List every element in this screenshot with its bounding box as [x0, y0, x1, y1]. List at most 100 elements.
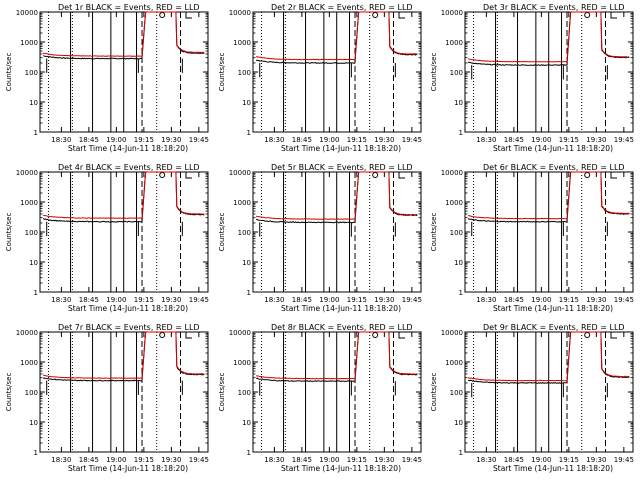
- x-axis-label: Start Time (14-Jun-11 18:18:20): [493, 304, 613, 313]
- bracket-marker: [185, 12, 193, 19]
- lld-series-line: [255, 171, 418, 220]
- peak-circle-marker: [372, 12, 379, 18]
- x-tick-label: 19:00: [319, 456, 339, 464]
- x-tick-label: 19:00: [106, 456, 126, 464]
- y-tick-label: 1: [459, 449, 463, 457]
- y-tick-label: 100: [25, 389, 38, 397]
- y-axis-label: Counts/sec: [5, 373, 13, 412]
- events-series-line: [255, 11, 418, 64]
- chart-title: Det 7r BLACK = Events, RED = LLD: [58, 323, 200, 332]
- chart-title: Det 2r BLACK = Events, RED = LLD: [271, 3, 413, 12]
- x-tick-label: 19:30: [586, 136, 606, 144]
- lld-series-line: [42, 331, 205, 379]
- x-tick-label: 18:30: [476, 136, 496, 144]
- x-tick-label: 19:45: [402, 296, 422, 304]
- x-tick-label: 18:30: [51, 296, 71, 304]
- y-tick-label: 10: [29, 419, 38, 427]
- bracket-marker: [610, 12, 618, 19]
- chart-panel: Det 5r BLACK = Events, RED = LLD 1 10 100 10…: [218, 163, 422, 313]
- peak-circle-marker: [584, 172, 591, 178]
- y-tick-label: 10: [454, 419, 463, 427]
- y-axis-label: Counts/sec: [218, 53, 226, 92]
- y-axis-label: Counts/sec: [5, 213, 13, 252]
- x-tick-label: 18:30: [476, 296, 496, 304]
- y-tick-label: 1: [34, 289, 38, 297]
- x-tick-label: 19:45: [614, 296, 634, 304]
- y-tick-label: 1000: [20, 39, 38, 47]
- y-tick-label: 100: [25, 229, 38, 237]
- events-series-line: [42, 331, 205, 382]
- y-tick-label: 1: [459, 129, 463, 137]
- chart-panel: Det 4r BLACK = Events, RED = LLD 1 10 100 10…: [5, 163, 209, 313]
- x-tick-label: 19:30: [161, 136, 181, 144]
- x-axis-label: Start Time (14-Jun-11 18:18:20): [281, 464, 401, 473]
- x-tick-label: 18:45: [504, 136, 524, 144]
- bracket-marker: [398, 332, 406, 339]
- x-tick-label: 19:45: [402, 136, 422, 144]
- y-tick-label: 1: [247, 449, 251, 457]
- chart-panel: Det 6r BLACK = Events, RED = LLD 1 10 100 10…: [430, 163, 634, 313]
- lld-series-line: [467, 171, 630, 220]
- y-tick-label: 10: [242, 419, 251, 427]
- y-tick-label: 10: [29, 259, 38, 267]
- y-tick-label: 100: [25, 69, 38, 77]
- x-tick-label: 18:30: [264, 296, 284, 304]
- lld-series-line: [468, 11, 630, 63]
- x-tick-label: 19:00: [531, 456, 551, 464]
- x-tick-label: 19:45: [189, 456, 209, 464]
- x-tick-label: 18:45: [504, 456, 524, 464]
- x-tick-label: 19:45: [189, 296, 209, 304]
- y-tick-label: 10000: [229, 329, 251, 337]
- y-axis-label: Counts/sec: [430, 373, 438, 412]
- y-tick-label: 10000: [16, 169, 38, 177]
- y-tick-label: 10: [454, 259, 463, 267]
- y-tick-label: 10000: [441, 9, 463, 17]
- x-tick-label: 19:45: [402, 456, 422, 464]
- x-tick-label: 19:00: [319, 136, 339, 144]
- bracket-marker: [185, 332, 193, 339]
- y-tick-label: 10000: [16, 9, 38, 17]
- peak-circle-marker: [159, 332, 166, 338]
- x-tick-label: 19:00: [106, 136, 126, 144]
- x-tick-label: 19:00: [319, 296, 339, 304]
- chart-title: Det 6r BLACK = Events, RED = LLD: [483, 163, 625, 172]
- x-axis-label: Start Time (14-Jun-11 18:18:20): [68, 304, 188, 313]
- x-tick-label: 19:00: [531, 296, 551, 304]
- chart-panel: Det 8r BLACK = Events, RED = LLD 1 10 100 10…: [218, 323, 422, 473]
- y-tick-label: 100: [450, 389, 463, 397]
- chart-panel: Det 7r BLACK = Events, RED = LLD 1 10 100 10…: [5, 323, 209, 473]
- y-axis-label: Counts/sec: [430, 213, 438, 252]
- x-tick-label: 18:45: [79, 456, 99, 464]
- chart-panel: Det 2r BLACK = Events, RED = LLD 1 10 100 10…: [218, 3, 422, 153]
- y-tick-label: 1000: [233, 359, 251, 367]
- x-tick-label: 18:45: [79, 136, 99, 144]
- y-tick-label: 1: [34, 449, 38, 457]
- y-axis-label: Counts/sec: [5, 53, 13, 92]
- peak-circle-marker: [159, 12, 166, 18]
- y-tick-label: 1000: [445, 39, 463, 47]
- x-tick-label: 19:15: [134, 456, 154, 464]
- x-tick-label: 19:00: [531, 136, 551, 144]
- lld-series-line: [42, 171, 205, 219]
- y-tick-label: 100: [238, 229, 251, 237]
- x-tick-label: 18:45: [292, 136, 312, 144]
- y-tick-label: 1000: [233, 39, 251, 47]
- y-tick-label: 1: [247, 129, 251, 137]
- lld-series-line: [256, 331, 418, 380]
- x-tick-label: 18:45: [79, 296, 99, 304]
- chart-title: Det 3r BLACK = Events, RED = LLD: [483, 3, 625, 12]
- x-tick-label: 18:30: [264, 136, 284, 144]
- y-axis-label: Counts/sec: [218, 213, 226, 252]
- x-tick-label: 18:30: [51, 456, 71, 464]
- chart-panel: Det 3r BLACK = Events, RED = LLD 1 10 100 10…: [430, 3, 634, 153]
- chart-title: Det 1r BLACK = Events, RED = LLD: [58, 3, 200, 12]
- lld-series-line: [256, 11, 418, 61]
- y-tick-label: 10000: [441, 169, 463, 177]
- y-tick-label: 1: [459, 289, 463, 297]
- x-tick-label: 19:30: [374, 456, 394, 464]
- peak-circle-marker: [584, 332, 591, 338]
- x-tick-label: 19:15: [559, 456, 579, 464]
- y-tick-label: 100: [450, 69, 463, 77]
- x-tick-label: 19:30: [374, 296, 394, 304]
- x-tick-label: 18:45: [292, 456, 312, 464]
